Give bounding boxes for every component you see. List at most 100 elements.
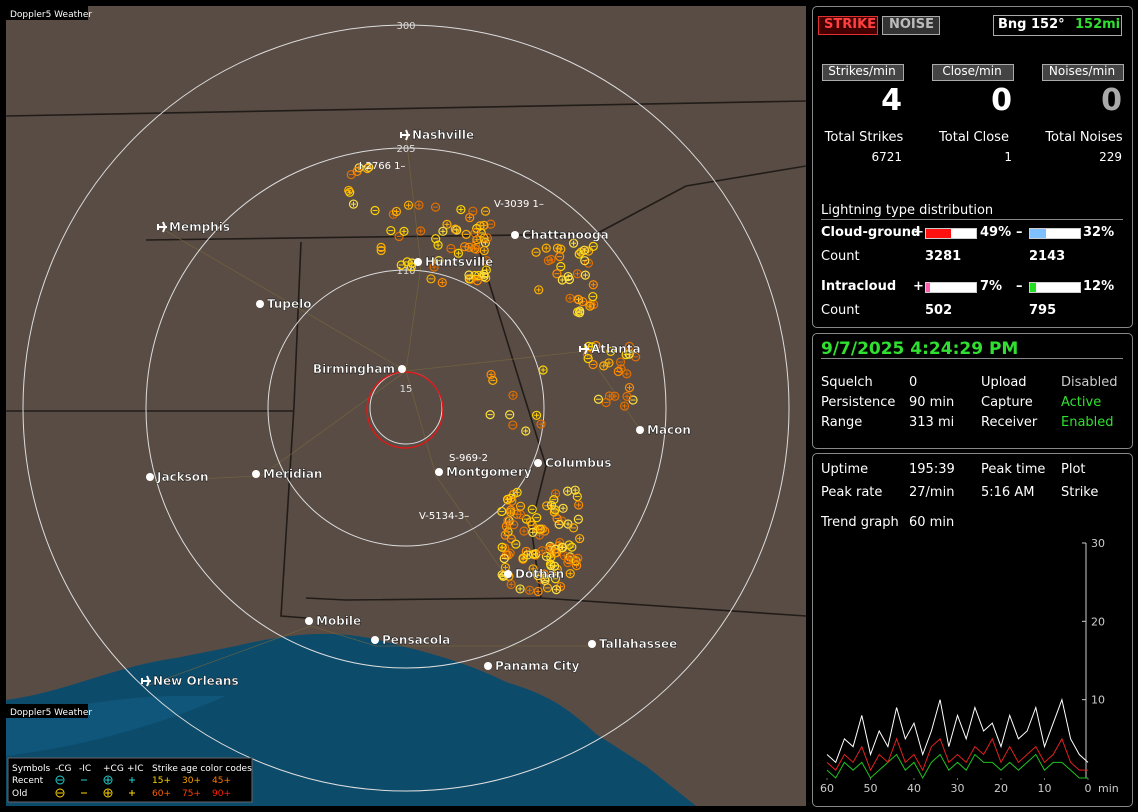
city-dot (636, 426, 644, 434)
close-ring (366, 371, 444, 449)
ring-label: 300 (396, 21, 415, 32)
datetime: 9/7/2025 4:24:29 PM (821, 339, 1019, 359)
distribution-rule (821, 219, 1123, 220)
y-tick-label: 30 (1091, 537, 1105, 550)
city-dot (484, 662, 492, 670)
strike-symbol (561, 553, 567, 559)
strike-button[interactable] (818, 16, 878, 35)
total-label: Total Close (939, 130, 1009, 145)
strike-symbol (587, 342, 597, 352)
strike-symbol (528, 549, 538, 559)
strike-symbol (558, 542, 568, 553)
distance: 152mi (1075, 17, 1121, 32)
sign: – (1016, 279, 1023, 294)
city-dot (511, 231, 519, 239)
strike-symbol (556, 261, 566, 272)
strike-panel (812, 6, 1133, 328)
strike-symbol (554, 245, 560, 251)
range-ring (22, 24, 790, 792)
strike-symbol (567, 571, 573, 577)
city-label: Birmingham (313, 362, 395, 376)
strike-symbol (552, 243, 563, 253)
strike-symbol (499, 544, 505, 550)
strike-symbol (571, 561, 582, 571)
strike-symbol (346, 187, 352, 193)
strike-symbol (431, 234, 441, 244)
strike-symbol (560, 505, 566, 511)
stat: 27/min (909, 485, 955, 500)
strike-symbol (589, 344, 595, 350)
strike-symbol (541, 243, 551, 253)
stat: Strike (1061, 485, 1099, 500)
count-label: Count (821, 303, 860, 318)
strike-symbol (574, 563, 580, 569)
legend-row: Old (12, 789, 27, 799)
strike-symbol (536, 419, 546, 429)
legend-age: 45+ (212, 776, 231, 786)
city-dot (414, 258, 422, 266)
strike-symbol (538, 421, 544, 427)
count-label: Count (821, 249, 860, 264)
legend-col: +CG (103, 764, 124, 774)
setting: Disabled (1061, 375, 1118, 390)
strike-symbol (483, 258, 489, 264)
strike-symbol (401, 228, 407, 234)
pct-bar (1030, 283, 1036, 292)
pct-bar (1030, 229, 1046, 238)
legend-age: 30+ (182, 776, 201, 786)
sign: – (1016, 225, 1023, 240)
noise-button[interactable] (882, 16, 940, 35)
rate-label: Close/min (942, 64, 1002, 78)
bearing: Bng 152° (998, 17, 1065, 32)
strike-symbol (418, 228, 424, 234)
strike-symbol (352, 166, 362, 177)
strike-symbol (580, 256, 590, 266)
strike-button-label[interactable]: STRIKE (824, 17, 877, 32)
title-badge (6, 704, 88, 718)
strike-symbol (539, 548, 545, 554)
strike-symbol (574, 271, 580, 277)
strike-symbol (416, 226, 426, 236)
strike-symbol (505, 410, 515, 420)
city-dot (398, 365, 406, 373)
strike-symbol (472, 235, 482, 245)
strike-symbol (572, 491, 582, 502)
strike-symbol (612, 393, 618, 399)
strike-symbol (479, 220, 489, 230)
strike-symbol (429, 262, 439, 272)
strike-symbol (512, 487, 522, 497)
city-label: Pensacola (382, 633, 450, 647)
strike-symbol (497, 542, 507, 552)
strike-symbol (555, 252, 565, 262)
legend-age: 90+ (212, 789, 231, 799)
strike-symbol (552, 269, 562, 279)
strike-symbol (567, 295, 573, 301)
strike-symbol (565, 274, 571, 280)
total-value: 229 (1099, 150, 1122, 164)
city-label: Panama City (495, 659, 580, 673)
stat: Peak rate (821, 485, 883, 500)
city-label: Tupelo (267, 297, 312, 311)
legend-symbol (129, 790, 135, 796)
stat: Uptime (821, 462, 869, 477)
strike-symbol (574, 249, 584, 259)
x-tick-label: 60 (820, 782, 834, 795)
city-label: Memphis (169, 220, 230, 234)
legend-symbol (103, 775, 113, 785)
legend-symbol (55, 775, 65, 785)
strike-symbol (508, 390, 518, 400)
strike-symbol (345, 187, 355, 197)
city-label: Montgomery (446, 465, 532, 479)
strike-symbol (488, 375, 498, 385)
strike-symbol (588, 359, 598, 370)
trend-label: Trend graph (821, 515, 899, 530)
airport-icon (141, 675, 151, 687)
strike-symbol (580, 270, 590, 280)
strike-symbol (552, 513, 562, 524)
strike-symbol (549, 502, 555, 508)
app-title: Doppler5 Weather (10, 10, 92, 20)
setting: Range (821, 415, 863, 430)
noise-button-label[interactable]: NOISE (889, 17, 935, 32)
airport-icon (400, 129, 410, 141)
